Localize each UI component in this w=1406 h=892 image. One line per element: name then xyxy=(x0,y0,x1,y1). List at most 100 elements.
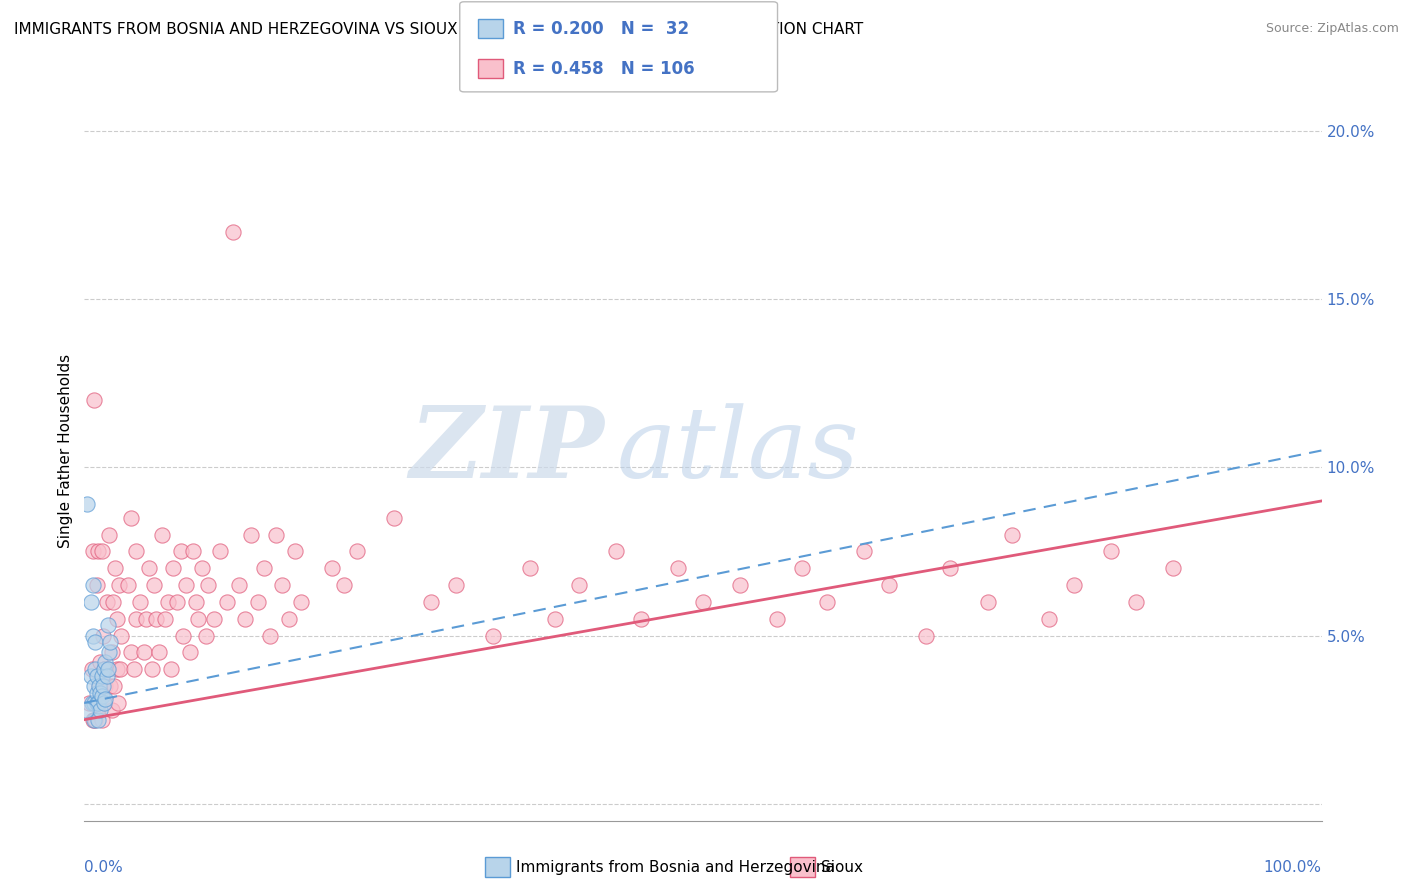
Point xyxy=(174,578,197,592)
Point xyxy=(1063,578,1085,592)
Point xyxy=(89,656,111,670)
Point xyxy=(79,669,101,683)
Point xyxy=(94,692,117,706)
Point xyxy=(86,696,108,710)
Point xyxy=(83,696,105,710)
Point xyxy=(98,645,121,659)
Point xyxy=(132,645,155,659)
Point xyxy=(90,689,112,703)
Point xyxy=(93,696,115,710)
Point xyxy=(179,645,201,659)
Point xyxy=(129,595,152,609)
Point xyxy=(290,595,312,609)
Point xyxy=(90,713,112,727)
Point xyxy=(98,635,121,649)
Point xyxy=(79,696,101,710)
Point xyxy=(105,662,128,676)
Point xyxy=(101,595,124,609)
Point xyxy=(89,696,111,710)
Text: R = 0.458   N = 106: R = 0.458 N = 106 xyxy=(513,60,695,78)
Point xyxy=(82,578,104,592)
Point xyxy=(125,612,148,626)
Point xyxy=(170,544,193,558)
Point xyxy=(145,612,167,626)
Point xyxy=(666,561,689,575)
Point xyxy=(284,544,307,558)
Point xyxy=(96,595,118,609)
Point xyxy=(259,628,281,642)
Point xyxy=(93,696,115,710)
Point xyxy=(107,696,129,710)
Point xyxy=(100,703,122,717)
Point xyxy=(80,696,103,710)
Point xyxy=(97,662,120,676)
Text: 100.0%: 100.0% xyxy=(1264,860,1322,874)
Point xyxy=(852,544,875,558)
Point xyxy=(184,595,207,609)
Point xyxy=(83,713,105,727)
Point xyxy=(215,595,238,609)
Point xyxy=(172,628,194,642)
Point xyxy=(877,578,900,592)
Point xyxy=(138,561,160,575)
Point xyxy=(692,595,714,609)
Point xyxy=(86,686,108,700)
Point xyxy=(142,578,165,592)
Point xyxy=(790,561,813,575)
Point xyxy=(91,628,114,642)
Point xyxy=(246,595,269,609)
Point xyxy=(187,612,209,626)
Point xyxy=(89,679,111,693)
Point xyxy=(83,679,105,693)
Point xyxy=(84,635,107,649)
Point xyxy=(110,662,132,676)
Point xyxy=(519,561,541,575)
Point xyxy=(82,628,104,642)
Point xyxy=(630,612,652,626)
Point xyxy=(75,703,97,717)
Point xyxy=(419,595,441,609)
Point xyxy=(96,669,118,683)
Point xyxy=(728,578,751,592)
Point xyxy=(82,713,104,727)
Text: atlas: atlas xyxy=(616,403,859,498)
Point xyxy=(815,595,838,609)
Point xyxy=(89,679,111,693)
Point xyxy=(97,662,120,676)
Point xyxy=(104,561,127,575)
Text: Source: ZipAtlas.com: Source: ZipAtlas.com xyxy=(1265,22,1399,36)
Point xyxy=(94,679,117,693)
Point xyxy=(1001,527,1024,541)
Point xyxy=(194,628,217,642)
Text: Immigrants from Bosnia and Herzegovina: Immigrants from Bosnia and Herzegovina xyxy=(516,860,835,874)
Point xyxy=(233,612,256,626)
Y-axis label: Single Father Households: Single Father Households xyxy=(58,353,73,548)
Point xyxy=(79,595,101,609)
Point xyxy=(197,578,219,592)
Point xyxy=(202,612,225,626)
Point xyxy=(1125,595,1147,609)
Point xyxy=(240,527,263,541)
Point xyxy=(84,713,107,727)
Point xyxy=(160,662,183,676)
Point xyxy=(86,578,108,592)
Point xyxy=(271,578,294,592)
Point xyxy=(90,669,112,683)
Point xyxy=(157,595,180,609)
Point xyxy=(103,679,125,693)
Point xyxy=(162,561,184,575)
Point xyxy=(481,628,503,642)
Point xyxy=(100,645,122,659)
Text: R = 0.200   N =  32: R = 0.200 N = 32 xyxy=(513,20,689,37)
Point xyxy=(976,595,998,609)
Text: Sioux: Sioux xyxy=(821,860,863,874)
Point xyxy=(125,544,148,558)
Point xyxy=(86,669,108,683)
Point xyxy=(141,662,163,676)
Point xyxy=(333,578,356,592)
Point xyxy=(90,544,112,558)
Point xyxy=(122,662,145,676)
Point xyxy=(253,561,276,575)
Point xyxy=(568,578,591,592)
Point xyxy=(382,510,405,524)
